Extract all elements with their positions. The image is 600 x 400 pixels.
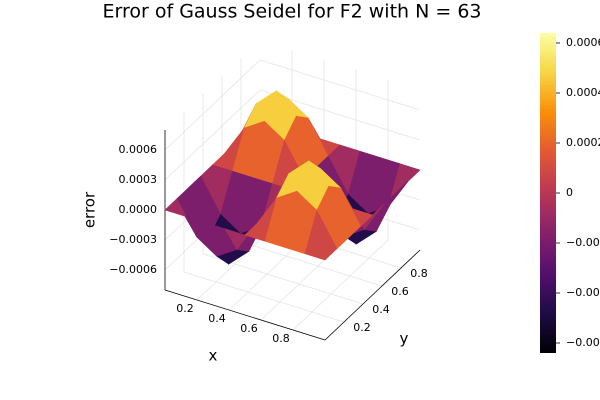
chart-title: Error of Gauss Seidel for F2 with N = 63	[102, 1, 481, 23]
surface-cell	[304, 209, 338, 261]
y-tick-label: 0.8	[410, 267, 428, 280]
colorbar-tick-label: −0.0006	[566, 336, 600, 349]
y-tick-label: 0.6	[391, 285, 409, 298]
colorbar-tick-label: 0.0004	[566, 86, 600, 99]
colorbar-tick-label: −0.0002	[566, 236, 600, 249]
grid-line	[183, 271, 345, 323]
z-tick-label: −0.0006	[109, 263, 157, 276]
colorbar-tick-label: 0.0006	[566, 36, 600, 49]
colorbar-tick-label: −0.0004	[566, 286, 600, 299]
z-tick-label: 0.0000	[119, 203, 158, 216]
x-tick-label: 0.4	[208, 312, 226, 325]
z-tick-label: −0.0003	[109, 233, 157, 246]
colorbar	[540, 33, 556, 353]
x-tick-label: 0.6	[240, 322, 258, 335]
y-tick-label: 0.2	[353, 321, 371, 334]
z-tick-label: 0.0003	[119, 173, 158, 186]
y-axis	[324, 249, 421, 341]
colorbar-tick-label: 0.0002	[566, 136, 600, 149]
colorbar-tick-label: 0	[566, 186, 573, 199]
z-axis-label: error	[81, 191, 99, 228]
y-axis-label: y	[400, 330, 409, 348]
x-axis	[164, 289, 326, 341]
x-tick-label: 0.2	[176, 302, 194, 315]
z-tick-label: 0.0006	[119, 143, 158, 156]
grid-line	[164, 89, 261, 181]
x-axis-label: x	[209, 347, 218, 365]
grid-line	[259, 59, 421, 111]
y-tick-label: 0.4	[372, 303, 390, 316]
x-tick-label: 0.8	[272, 332, 290, 345]
grid-line	[164, 59, 261, 151]
grid-line	[292, 239, 389, 331]
